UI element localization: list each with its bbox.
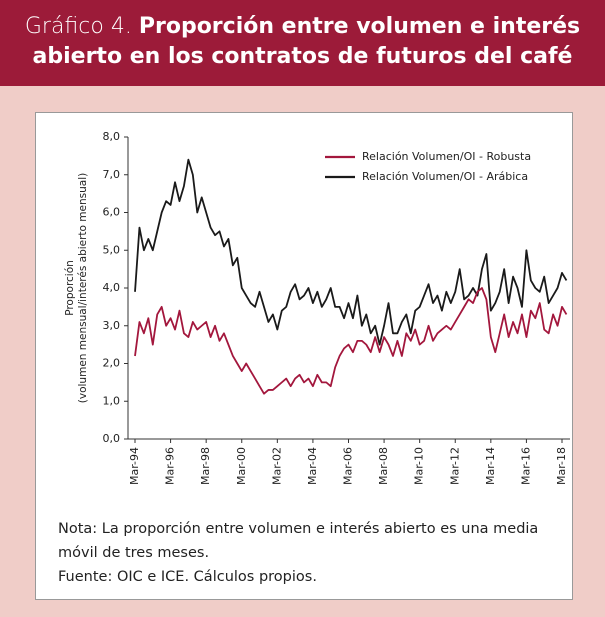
chart-title: abierto en los contratos de futuros del … [32, 44, 573, 69]
series-line [134, 158, 568, 346]
y-axis-label: (volumen mensual/interés abierto mensual… [77, 173, 89, 403]
y-tick-label: 8,0 [103, 130, 121, 143]
chart-panel: Nota: La proporción entre volumen e inte… [35, 112, 573, 600]
y-axis-label: Proporción [64, 260, 76, 316]
x-tick-label: Mar-96 [164, 447, 177, 485]
y-tick-label: 0,0 [103, 432, 121, 445]
y-tick-label: 7,0 [103, 168, 121, 181]
x-tick-label: Mar-94 [128, 447, 141, 485]
y-tick-label: 3,0 [103, 319, 121, 332]
chart-title: Proporción entre volumen e interés [138, 14, 581, 39]
title-label: Gráfico 4. [24, 14, 132, 39]
x-tick-label: Mar-18 [555, 447, 568, 485]
x-tick-label: Mar-12 [448, 447, 461, 485]
x-tick-label: Mar-10 [413, 447, 426, 485]
y-tick-label: 6,0 [103, 206, 121, 219]
y-tick-label: 5,0 [103, 243, 121, 256]
x-tick-label: Mar-02 [270, 447, 283, 485]
x-tick-label: Mar-14 [484, 447, 497, 485]
notes: Nota: La proporción entre volumen e inte… [58, 517, 538, 589]
x-tick-label: Mar-04 [306, 447, 319, 485]
x-tick-label: Mar-16 [519, 447, 532, 485]
note: móvil de tres meses. [58, 545, 210, 561]
legend-label: Relación Volumen/OI - Robusta [362, 150, 531, 163]
y-tick-label: 1,0 [103, 394, 121, 407]
y-tick-label: 4,0 [103, 281, 121, 294]
legend-label: Relación Volumen/OI - Arábica [362, 170, 528, 183]
x-tick-label: Mar-98 [199, 447, 212, 485]
x-tick-label: Mar-08 [377, 447, 390, 485]
header: Gráfico 4. Proporción entre volumen e in… [0, 0, 605, 86]
series-line [134, 287, 568, 395]
x-tick-label: Mar-06 [342, 447, 355, 485]
note: Nota: La proporción entre volumen e inte… [58, 521, 539, 537]
y-tick-label: 2,0 [103, 357, 121, 370]
x-tick-label: Mar-00 [235, 447, 248, 485]
source: Fuente: OIC e ICE. Cálculos propios. [58, 569, 317, 585]
